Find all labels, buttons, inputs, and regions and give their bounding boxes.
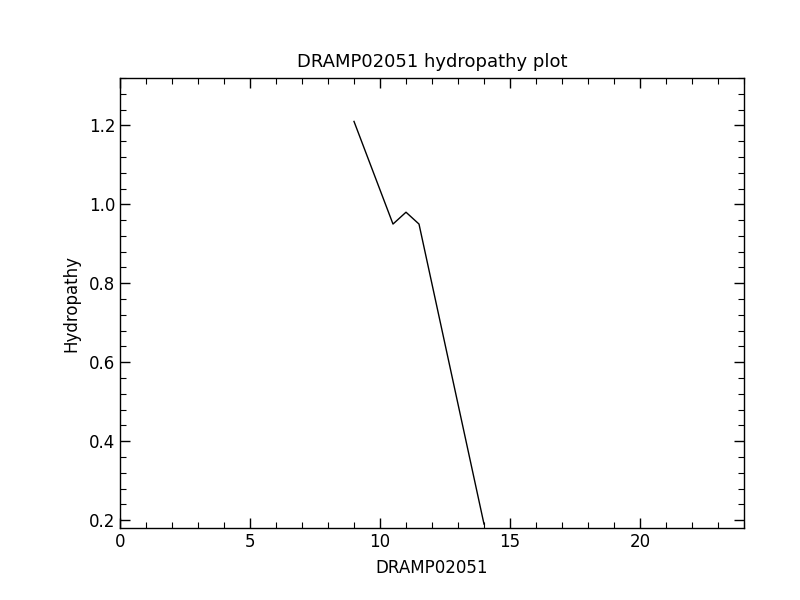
Title: DRAMP02051 hydropathy plot: DRAMP02051 hydropathy plot: [297, 53, 567, 71]
Y-axis label: Hydropathy: Hydropathy: [62, 254, 80, 352]
X-axis label: DRAMP02051: DRAMP02051: [376, 559, 488, 577]
